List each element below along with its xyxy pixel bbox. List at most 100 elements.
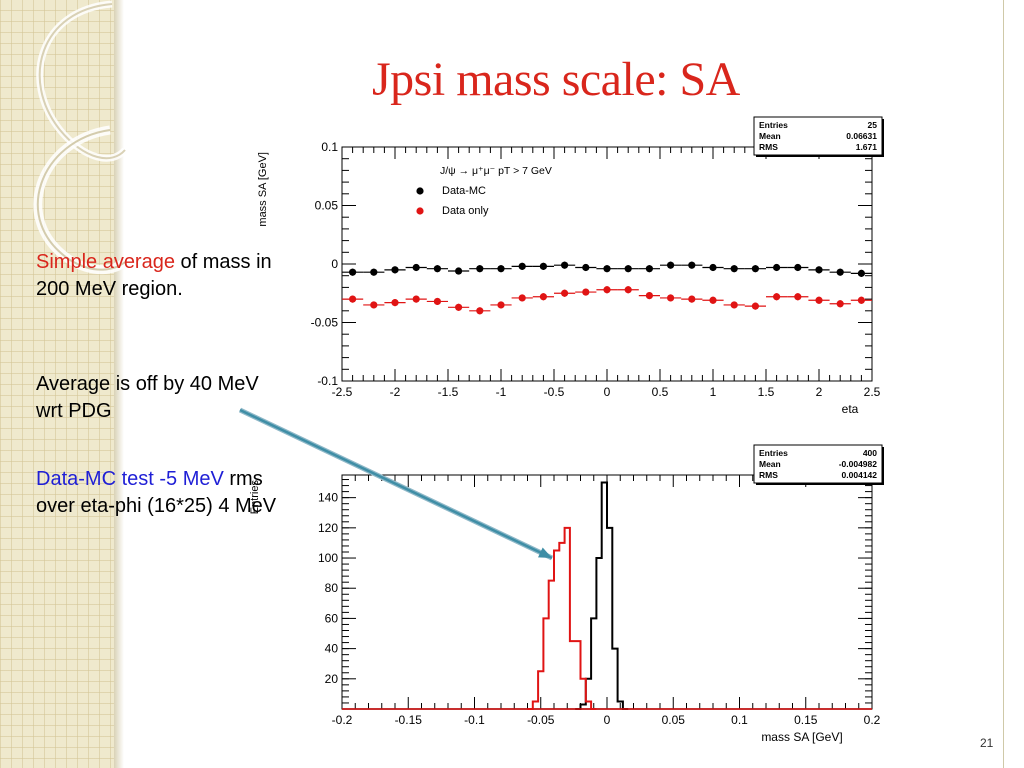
y-tick-label: 140 [318, 491, 338, 505]
stats-value: -0.004982 [839, 459, 878, 469]
x-tick-label: -0.15 [395, 713, 423, 727]
data-point [624, 286, 632, 294]
x-tick-label: 1.5 [758, 385, 775, 399]
x-tick-label: 0 [604, 713, 611, 727]
data-point [370, 268, 378, 276]
stats-value: 0.06631 [846, 131, 877, 141]
y-tick-label: 120 [318, 521, 338, 535]
data-point [433, 265, 441, 273]
highlight-simple-average: Simple average [36, 251, 175, 273]
data-point [773, 263, 781, 272]
data-point [412, 263, 420, 272]
data-point [476, 265, 484, 273]
stats-label: Mean [759, 131, 781, 141]
stats-value: 25 [868, 120, 878, 130]
data-point [412, 295, 420, 303]
data-point [582, 288, 590, 296]
stats-label: RMS [759, 470, 778, 480]
data-point [709, 296, 717, 304]
data-point [645, 265, 653, 273]
data-point [794, 293, 802, 301]
stats-box [753, 444, 883, 484]
y-tick-label: 40 [325, 642, 339, 656]
legend-marker [416, 187, 424, 195]
paragraph1-rest: of mass in 200 MeV region. [36, 251, 272, 300]
x-tick-label: -1 [496, 385, 507, 399]
data-point [582, 263, 590, 272]
data-point [857, 296, 866, 304]
data-point [836, 268, 844, 276]
data-point [667, 261, 675, 269]
stats-value: 1.671 [856, 142, 878, 152]
data-point [730, 301, 738, 309]
data-point [730, 265, 738, 273]
data-point [688, 295, 696, 303]
paragraph-average-offset: Average is off by 40 MeV wrt PDG [36, 373, 259, 422]
x-tick-label: 0 [604, 385, 611, 399]
x-tick-label: -1.5 [438, 385, 459, 399]
data-point [688, 261, 696, 269]
x-tick-label: -0.5 [544, 385, 565, 399]
data-point [455, 267, 463, 275]
highlight-data-mc-test: Data-MC test -5 MeV [36, 468, 224, 490]
stats-value: 0.004142 [842, 470, 878, 480]
legend-marker [416, 207, 424, 215]
x-tick-label: 0.15 [794, 713, 818, 727]
chart-mass-histogram: -0.2 -0.15 -0.1 -0.05 0 0.05 0.1 0.15 0.2 20 40 60 8… [249, 444, 884, 744]
decorative-rings [33, 0, 128, 275]
chart-mass-vs-eta: -2.5 -2 -1.5 -1 -0.5 0 0.5 1 1.5 2 2.5 -0.1 -0.05 0 0.… [257, 116, 884, 416]
x-axis-label: mass SA [GeV] [761, 730, 842, 744]
stats-value: 400 [863, 448, 877, 458]
x-tick-label: 0.05 [662, 713, 686, 727]
y-axis-label: mass SA [GeV] [257, 152, 269, 227]
data-point [497, 301, 505, 309]
stats-box [753, 116, 883, 156]
x-tick-label: -2.5 [332, 385, 353, 399]
slide-title: Jpsi mass scale: SA [372, 53, 740, 106]
data-point [815, 296, 823, 304]
x-tick-label: 0.5 [652, 385, 669, 399]
x-axis-label: eta [842, 402, 859, 416]
y-tick-label: -0.05 [311, 316, 339, 330]
histogram-outline [527, 526, 597, 710]
y-tick-label: 0.1 [321, 140, 338, 154]
data-point [667, 294, 675, 302]
legend-entry: Data-MC [442, 185, 486, 197]
x-tick-label: -0.05 [527, 713, 555, 727]
data-point [836, 300, 844, 308]
data-point [561, 261, 569, 269]
stats-label: Entries [759, 448, 788, 458]
data-point [349, 295, 357, 303]
y-axis-label: Entries [249, 480, 261, 515]
data-point [455, 303, 463, 311]
data-point [815, 266, 823, 274]
x-tick-label: 0.2 [864, 713, 881, 727]
data-point [476, 307, 484, 315]
stats-label: RMS [759, 142, 778, 152]
x-tick-label: -2 [390, 385, 401, 399]
y-tick-label: -0.1 [317, 374, 338, 388]
legend-entry: Data only [442, 205, 489, 217]
data-point [497, 265, 505, 273]
stats-label: Mean [759, 459, 781, 469]
x-tick-label: -0.2 [332, 713, 353, 727]
data-point [751, 265, 759, 273]
y-tick-label: 0 [331, 257, 338, 271]
data-point [773, 293, 781, 301]
data-point [561, 289, 569, 297]
paragraph-simple-average: Simple average of mass in 200 MeV region… [36, 249, 286, 303]
data-point [539, 262, 547, 270]
right-border-line [1003, 0, 1004, 768]
y-tick-label: 80 [325, 581, 339, 595]
data-point [751, 302, 759, 310]
plot-frame [341, 146, 873, 382]
y-tick-label: 0.05 [315, 199, 339, 213]
x-tick-label: 2.5 [864, 385, 881, 399]
data-point [857, 269, 866, 277]
data-point [603, 286, 611, 294]
x-tick-label: 1 [710, 385, 717, 399]
legend-header: J/ψ → μ⁺μ⁻ pT > 7 GeV [440, 165, 552, 177]
y-tick-label: 100 [318, 551, 338, 565]
data-point [794, 263, 802, 272]
data-point [391, 299, 399, 307]
